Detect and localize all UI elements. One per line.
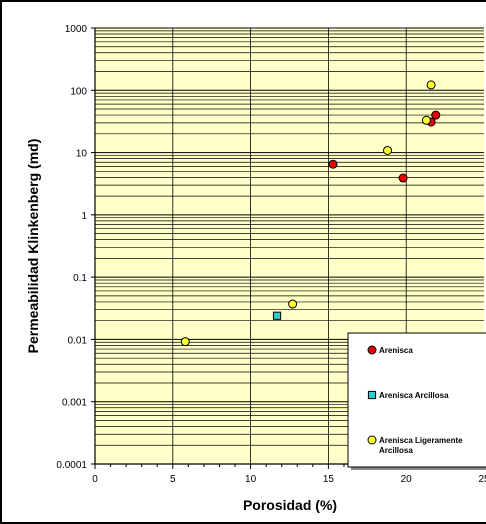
- legend-box: [347, 332, 486, 468]
- legend-label-line: Arenisca Arcillosa: [379, 391, 449, 400]
- data-point: [421, 115, 431, 125]
- y-tick-label: 0.0001: [56, 460, 87, 471]
- data-point: [288, 299, 298, 309]
- y-tick-label: 1000: [65, 24, 88, 35]
- data-point: [328, 159, 338, 169]
- legend-label: Arenisca Arcillosa: [379, 391, 449, 400]
- data-point: [383, 145, 393, 155]
- legend-label: Arenisca: [379, 346, 413, 355]
- x-tick-label: 0: [92, 474, 98, 485]
- legend-marker: [367, 345, 377, 355]
- data-points: [180, 80, 441, 347]
- y-tick-label: 100: [70, 86, 87, 97]
- y-tick-label: 10: [76, 149, 88, 160]
- x-tick-label: 15: [323, 474, 335, 485]
- legend-label: Arenisca Ligeramente Arcillosa: [379, 436, 463, 455]
- x-tick-label: 25: [478, 474, 486, 485]
- x-tick-label: 5: [170, 474, 176, 485]
- data-point: [272, 311, 282, 320]
- data-point: [426, 80, 436, 90]
- legend-label-line: Arcillosa: [379, 446, 413, 455]
- data-point: [431, 110, 441, 120]
- legend-marker: [367, 390, 377, 400]
- y-tick-label: 0.1: [73, 273, 87, 284]
- y-tick-label: 0.01: [68, 335, 88, 346]
- legend-marker: [367, 435, 377, 445]
- legend-label-line: Arenisca Ligeramente: [379, 436, 463, 445]
- data-point: [398, 173, 408, 183]
- y-tick-label: 1: [81, 211, 87, 222]
- x-tick-label: 20: [401, 474, 413, 485]
- legend: Arenisca Arenisca Arcillosa Arenisca Liger…: [347, 332, 486, 470]
- y-axis-title: Permeabilidad Klinkenberg (md): [25, 139, 41, 354]
- y-tick-label: 0.001: [62, 398, 87, 409]
- tick-labels: 0 5 10 15 20 25 0.0001 0.001 0.01 0.1 1 10 100 1000: [56, 24, 486, 485]
- data-point: [180, 337, 190, 347]
- legend-label-line: Arenisca: [379, 346, 413, 355]
- x-axis-title: Porosidad (%): [243, 497, 337, 513]
- x-tick-label: 10: [245, 474, 257, 485]
